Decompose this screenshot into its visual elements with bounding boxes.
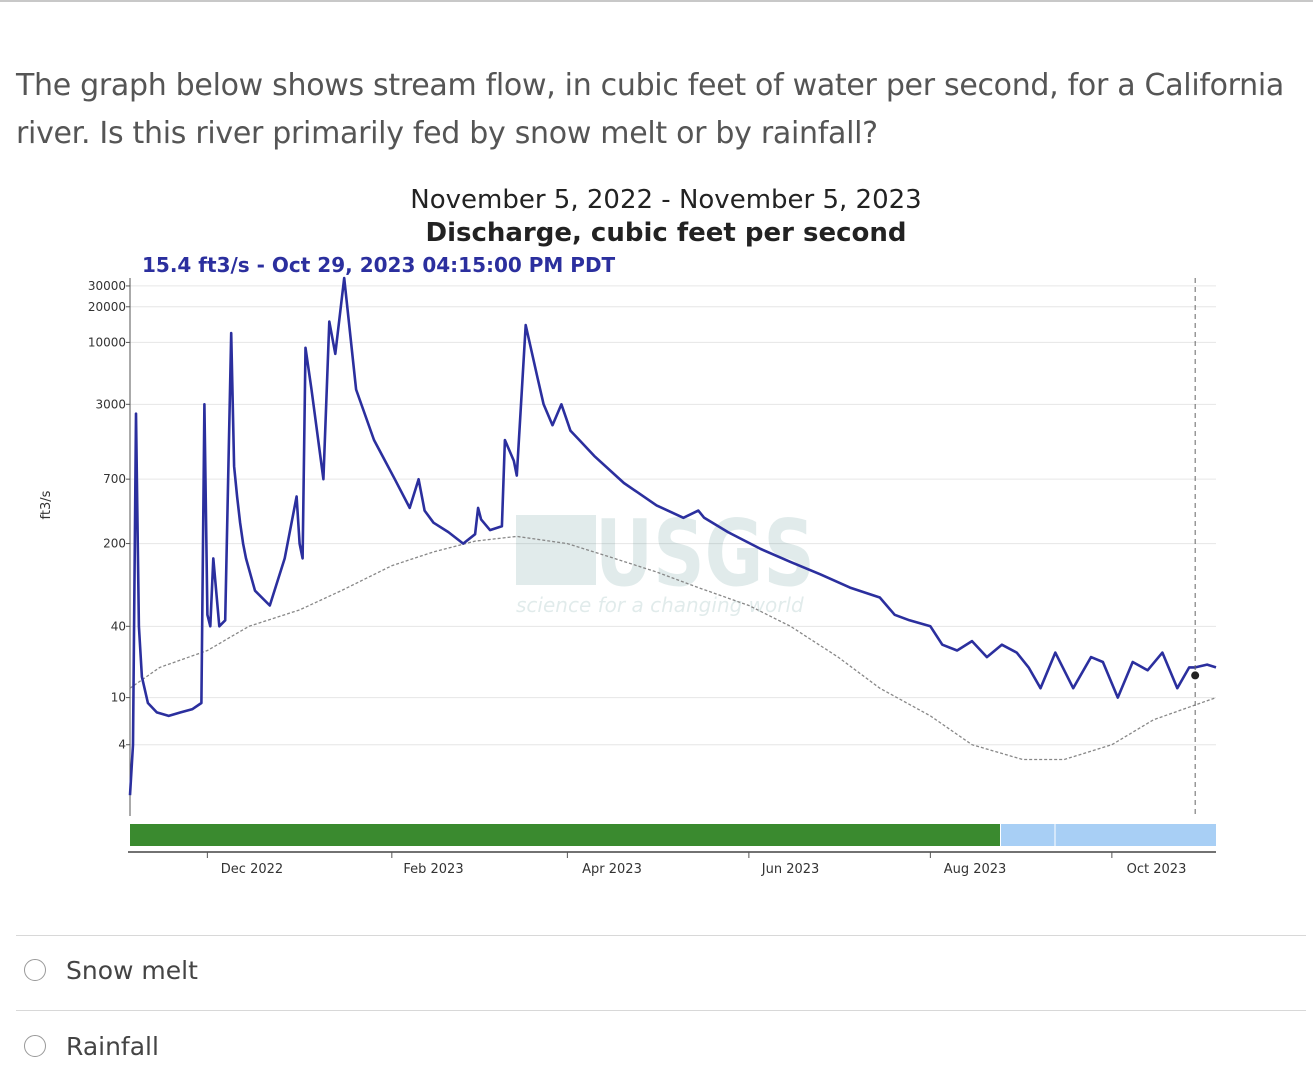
y-tick-label: 20000	[88, 300, 126, 314]
y-tick-label: 30000	[88, 279, 126, 293]
y-tick-label: 4	[118, 738, 126, 752]
discharge-chart: November 5, 2022 - November 5, 2023 Disc…	[39, 185, 1217, 877]
divider-top	[16, 935, 1306, 936]
provisional-segment	[1001, 824, 1216, 846]
value-readout: 15.4 ft3/s - Oct 29, 2023 04:15:00 PM PD…	[142, 253, 616, 277]
option-snow-melt[interactable]: Snow melt	[24, 950, 198, 990]
radio-rainfall[interactable]	[24, 1035, 46, 1057]
usgs-logo-text: USGS	[595, 500, 815, 607]
x-axis: Dec 2022 Feb 2023 Apr 2023 Jun 2023 Aug 2023…	[206, 852, 1187, 877]
grid-lines	[130, 285, 1216, 746]
y-tick-label: 10000	[88, 335, 126, 349]
x-tick-label: Oct 2023	[1127, 862, 1187, 877]
x-tick-label: Apr 2023	[582, 862, 642, 877]
y-axis-label: ft3/s	[39, 490, 54, 519]
data-series	[128, 276, 1217, 796]
y-tick-label: 40	[111, 619, 126, 633]
y-tick-label: 700	[103, 472, 126, 486]
question-text: The graph below shows stream flow, in cu…	[16, 68, 1285, 151]
x-tick-label: Aug 2023	[944, 862, 1007, 877]
y-axis: 30000 20000 10000 3000 700 200 40 10 4	[88, 278, 131, 816]
option-label-snow-melt: Snow melt	[66, 955, 198, 985]
usgs-logo-mark	[516, 515, 596, 585]
chart-subtitle: Discharge, cubic feet per second	[425, 218, 906, 248]
radio-snow-melt[interactable]	[24, 959, 46, 981]
usgs-watermark: USGS science for a changing world	[516, 500, 815, 617]
discharge-line	[128, 276, 1217, 796]
x-tick-label: Dec 2022	[221, 862, 283, 877]
chart-title: November 5, 2022 - November 5, 2023	[410, 185, 921, 215]
y-tick-label: 3000	[95, 397, 126, 411]
usgs-tagline: science for a changing world	[516, 593, 804, 617]
top-rule	[0, 0, 1313, 2]
cursor-marker	[1191, 671, 1200, 680]
x-tick-label: Feb 2023	[403, 862, 463, 877]
y-tick-label: 10	[111, 691, 126, 705]
y-tick-label: 200	[103, 537, 126, 551]
divider-middle	[16, 1010, 1306, 1011]
approved-segment	[130, 824, 1000, 846]
approval-status-bar	[130, 824, 1216, 846]
option-label-rainfall: Rainfall	[66, 1031, 159, 1061]
option-rainfall[interactable]: Rainfall	[24, 1026, 159, 1066]
x-tick-label: Jun 2023	[761, 862, 820, 877]
